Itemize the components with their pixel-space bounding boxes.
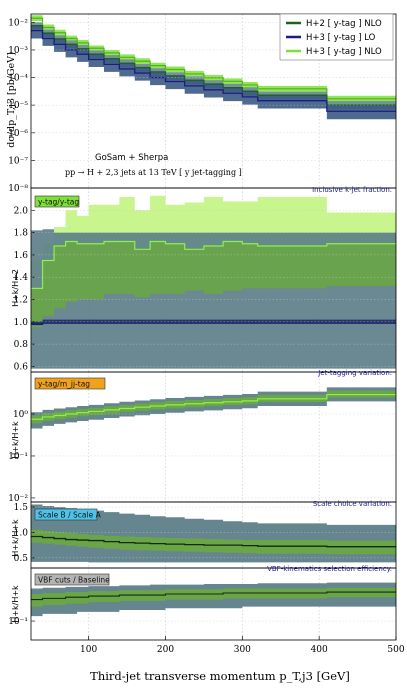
ratio1-ylabel: H+k/H+2: [11, 269, 20, 307]
legend-label-h2-nlo: H+2 [ y-tag ] NLO: [306, 19, 382, 29]
y-tick-label: 1.6: [14, 251, 29, 261]
band-inner: [31, 529, 396, 555]
y-tick-label: 10⁰: [13, 410, 28, 420]
ratio2-tag: y-tag/m_jj-tag: [34, 377, 106, 390]
x-tick-label: 500: [387, 645, 404, 655]
x-tick-label: 100: [80, 645, 97, 655]
ratio3-title: Scale choice variation.: [313, 500, 392, 508]
ratio3-tag: Scale B / Scale A: [34, 508, 102, 521]
y-tick-label: 10⁻⁴: [8, 74, 28, 84]
legend: H+2 [ y-tag ] NLO H+3 [ y-tag ] LO H+3 […: [279, 13, 394, 61]
main-panel: 10⁻⁸ 10⁻⁷ 10⁻⁶ 10⁻⁵ 10⁻⁴ 10⁻³ 10⁻²: [8, 13, 397, 194]
x-tick-label: 200: [157, 645, 174, 655]
ratio4-ylabel: H+k/H+k: [11, 585, 20, 623]
svg-text:VBF cuts / Baseline: VBF cuts / Baseline: [38, 576, 110, 585]
band-h3-nlo-inner: [31, 241, 396, 328]
y-tick-label: 10⁻²: [8, 18, 28, 28]
line-h2-nlo: [31, 25, 396, 106]
y-tick-label: 10⁻²: [8, 494, 28, 504]
legend-label-h3-lo: H+3 [ y-tag ] LO: [306, 33, 376, 43]
line-center: [31, 535, 396, 548]
ratio3-ylabel: H+k/H+k: [11, 519, 20, 557]
line-h3-lo: [31, 29, 396, 112]
y-tick-label: 1.0: [14, 318, 29, 328]
y-tick-label: 10⁻⁵: [8, 101, 28, 111]
y-tick-label: 1.8: [14, 229, 29, 239]
svg-text:Scale B / Scale A: Scale B / Scale A: [38, 511, 102, 520]
x-axis-label: Third-jet transverse momentum p_T,j3 [Ge…: [90, 669, 350, 683]
ratio1-tag: y-tag/y-tag: [34, 195, 79, 208]
x-tick-label: 300: [234, 645, 251, 655]
y-tick-label: 10⁻⁸: [8, 184, 28, 194]
y-tick-label: 2.0: [14, 206, 29, 216]
y-tick-label: 10⁻¹: [8, 452, 28, 462]
y-tick-label: 10⁻³: [8, 46, 28, 56]
svg-text:y-tag/y-tag: y-tag/y-tag: [38, 198, 79, 207]
ratio1-title: Inclusive k-jet fraction.: [312, 186, 392, 194]
panel-frame: [30, 567, 397, 641]
annotation-process: pp → H + 2,3 jets at 13 TeV [ y jet-tagg…: [65, 168, 242, 177]
y-tick-label: 10⁻⁶: [8, 129, 28, 139]
ratio-panel-jet-tagging: 10⁻² 10⁻¹ 10⁰: [8, 371, 397, 504]
ratio4-tag: VBF cuts / Baseline: [34, 573, 110, 586]
y-tick-label: 0.6: [14, 362, 29, 372]
y-tick-label: 1.0: [14, 528, 29, 538]
y-tick-label: 1.5: [14, 503, 29, 513]
y-tick-label: 10⁻⁷: [8, 156, 28, 166]
ratio4-title: VBF-kinematics selection efficiency.: [267, 565, 392, 573]
ratio2-title: Jet-tagging variation.: [317, 369, 392, 377]
ratio-panel-vbf: 10⁻¹ 100 200 300 400 500: [8, 567, 405, 655]
x-tick-label: 400: [311, 645, 328, 655]
line-h3-nlo: [31, 240, 396, 289]
svg-text:y-tag/m_jj-tag: y-tag/m_jj-tag: [38, 380, 90, 389]
line-center: [31, 591, 396, 601]
ratio-panel-kjet: 0.6 0.8 1.0 1.2 1.4 1.6 1.8 2.0: [14, 187, 397, 372]
annotation-generator: GoSam + Sherpa: [95, 153, 168, 163]
main-ylabel: dσ/dp_T,j3 [pb/GeV]: [6, 52, 17, 148]
y-tick-label: 1.4: [14, 273, 29, 283]
line-h3-nlo: [31, 17, 396, 100]
line-center: [31, 393, 396, 420]
ratio-panel-scale: 0.5 1.0 1.5: [14, 501, 397, 569]
y-tick-label: 0.8: [14, 340, 29, 350]
y-tick-label: 10⁻¹: [8, 617, 28, 627]
band-inner: [31, 587, 396, 607]
y-tick-label: 0.5: [14, 554, 29, 564]
ratio2-ylabel: H+k/H+k: [11, 421, 20, 459]
legend-label-h3-nlo: H+3 [ y-tag ] NLO: [306, 47, 382, 57]
y-tick-label: 1.2: [14, 296, 28, 306]
